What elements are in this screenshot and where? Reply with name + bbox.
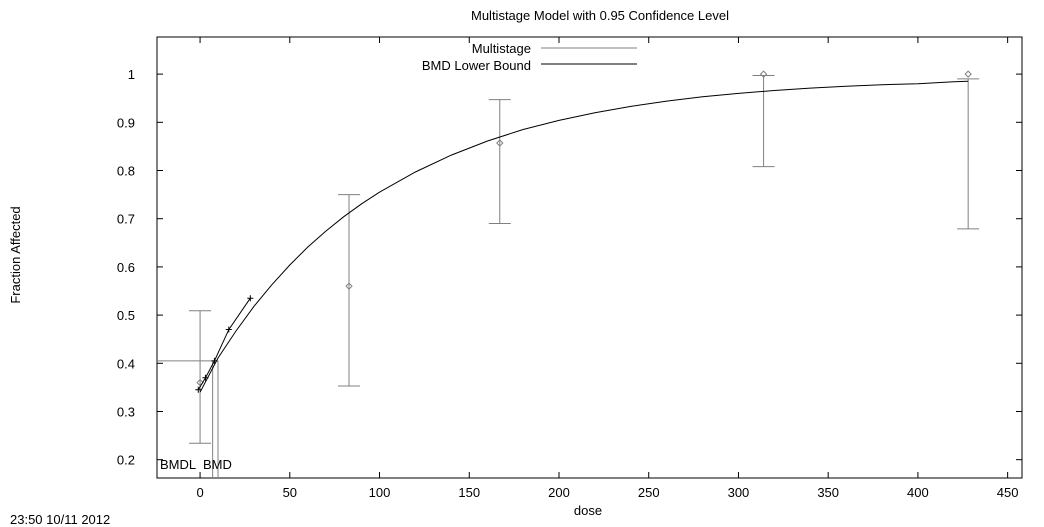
error-bars bbox=[189, 70, 980, 444]
x-tick-label: 350 bbox=[817, 485, 839, 500]
bmd-reference-lines bbox=[157, 360, 219, 478]
x-tick-label: 300 bbox=[728, 485, 750, 500]
x-tick-label: 400 bbox=[907, 485, 929, 500]
legend: Multistage BMD Lower Bound bbox=[422, 41, 637, 73]
y-tick-label: 0.2 bbox=[117, 453, 135, 468]
x-axis: 0 50 100 150 200 250 300 350 400 450 bbox=[196, 37, 1018, 500]
x-tick-label: 150 bbox=[458, 485, 480, 500]
x-tick-label: 200 bbox=[548, 485, 570, 500]
data-point bbox=[496, 139, 504, 147]
bmdl-label: BMDL bbox=[160, 457, 196, 472]
x-tick-label: 250 bbox=[638, 485, 660, 500]
bmd-label: BMD bbox=[203, 457, 232, 472]
y-tick-label: 0.9 bbox=[117, 115, 135, 130]
y-tick-label: 0.3 bbox=[117, 404, 135, 419]
y-tick-label: 0.8 bbox=[117, 164, 135, 179]
y-tick-label: 0.7 bbox=[117, 212, 135, 227]
y-tick-label: 0.6 bbox=[117, 260, 135, 275]
y-axis-label: Fraction Affected bbox=[8, 206, 23, 303]
model-curves bbox=[195, 80, 969, 393]
bmd-lower-bound-point bbox=[195, 386, 202, 393]
y-tick-label: 1 bbox=[128, 67, 135, 82]
bmd-lower-bound-point bbox=[247, 295, 254, 302]
x-tick-label: 450 bbox=[997, 485, 1019, 500]
x-tick-label: 50 bbox=[283, 485, 297, 500]
y-axis: 0.2 0.3 0.4 0.5 0.6 0.7 0.8 0.9 1 bbox=[117, 67, 1022, 468]
bmd-lower-bound-point bbox=[202, 374, 209, 381]
x-axis-label: dose bbox=[574, 503, 602, 518]
legend-label-bmd-lower-bound: BMD Lower Bound bbox=[422, 58, 531, 73]
y-tick-label: 0.4 bbox=[117, 356, 135, 371]
bmd-lower-bound-point bbox=[225, 326, 232, 333]
bmd-lower-bound-curve bbox=[197, 297, 251, 391]
multistage-curve bbox=[199, 80, 969, 393]
bmd-lower-bound-point bbox=[211, 357, 218, 364]
data-point bbox=[759, 70, 768, 78]
x-tick-label: 100 bbox=[369, 485, 391, 500]
data-point bbox=[196, 378, 204, 387]
data-point bbox=[964, 70, 972, 78]
legend-label-multistage: Multistage bbox=[472, 41, 531, 56]
plot-frame bbox=[156, 36, 1023, 479]
x-tick-label: 0 bbox=[196, 485, 203, 500]
data-point bbox=[345, 282, 353, 290]
timestamp: 23:50 10/11 2012 bbox=[10, 512, 111, 527]
y-tick-label: 0.5 bbox=[117, 308, 135, 323]
plot-border bbox=[156, 36, 1023, 479]
chart-title: Multistage Model with 0.95 Confidence Le… bbox=[471, 8, 729, 23]
